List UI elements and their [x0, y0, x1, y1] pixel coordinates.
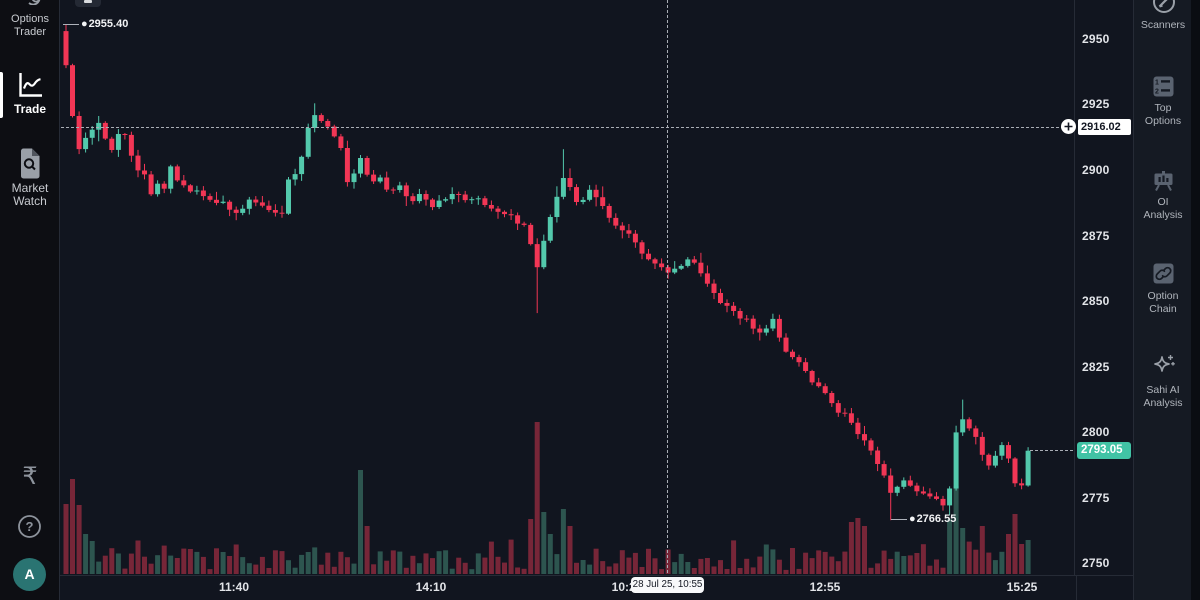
svg-text:2: 2	[1155, 89, 1159, 96]
svg-text:?: ?	[26, 519, 34, 534]
svg-text:1: 1	[1155, 80, 1159, 87]
